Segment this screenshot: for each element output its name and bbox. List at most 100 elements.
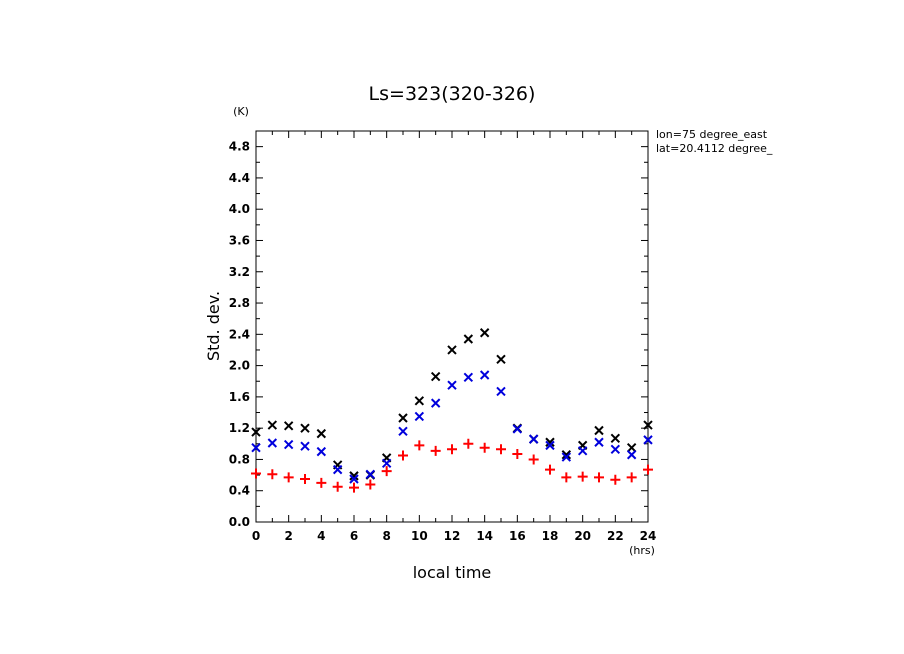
data-point-s2	[316, 477, 327, 488]
data-point-s2	[332, 481, 343, 492]
data-point-s2	[528, 454, 539, 465]
data-point-s2	[512, 448, 523, 459]
y-tick-label: 0.4	[229, 484, 250, 498]
data-point-s0	[430, 371, 441, 382]
data-point-s1	[300, 441, 310, 451]
x-tick-label: 0	[252, 529, 260, 543]
data-point-s0	[610, 433, 621, 444]
data-point-s0	[463, 334, 474, 344]
x-tick-label: 24	[640, 529, 657, 543]
data-point-s0	[447, 345, 457, 355]
y-tick-label: 2.0	[229, 359, 250, 373]
data-point-s2	[610, 474, 621, 485]
data-point-s2	[463, 438, 474, 449]
data-point-s1	[577, 446, 588, 456]
data-point-s1	[398, 426, 408, 436]
x-unit-label: (hrs)	[629, 544, 655, 557]
data-point-s2	[365, 479, 376, 490]
y-tick-label: 4.4	[229, 171, 250, 185]
data-point-s1	[447, 380, 457, 390]
y-axis-label: Std. dev.	[204, 291, 223, 361]
data-point-s1	[251, 443, 261, 453]
y-tick-label: 4.0	[229, 202, 250, 216]
data-point-s2	[398, 450, 408, 461]
data-point-s1	[414, 411, 425, 422]
data-point-s2	[349, 482, 359, 493]
info-line-lon: lon=75 degree_east	[656, 128, 768, 141]
x-tick-label: 10	[411, 529, 428, 543]
data-point-s0	[626, 443, 637, 453]
data-point-s0	[479, 328, 490, 338]
chart-title: Ls=323(320-326)	[369, 83, 536, 105]
data-point-s1	[267, 438, 278, 448]
data-point-s2	[447, 444, 457, 455]
y-tick-label: 2.8	[229, 296, 250, 310]
y-tick-label: 4.8	[229, 140, 250, 154]
data-point-s1	[561, 452, 572, 462]
data-point-s0	[496, 354, 506, 365]
data-point-s0	[643, 420, 653, 430]
x-tick-label: 4	[317, 529, 325, 543]
data-point-s1	[479, 370, 490, 380]
data-point-s1	[430, 398, 441, 408]
data-point-s0	[398, 413, 408, 423]
data-point-s1	[332, 464, 343, 475]
y-tick-label: 2.4	[229, 327, 250, 341]
data-point-s2	[283, 472, 294, 483]
data-point-s0	[561, 450, 572, 460]
x-tick-label: 18	[542, 529, 559, 543]
x-tick-label: 14	[476, 529, 493, 543]
data-point-s2	[496, 444, 506, 455]
plot-frame	[255, 130, 649, 523]
y-unit-label: (K)	[233, 105, 249, 118]
data-point-s2	[577, 471, 588, 482]
y-tick-label: 1.2	[229, 421, 250, 435]
data-point-s1	[381, 458, 392, 469]
data-point-s1	[594, 437, 604, 447]
data-point-s0	[316, 428, 327, 439]
x-tick-label: 8	[382, 529, 390, 543]
data-point-s1	[610, 444, 621, 454]
data-point-s2	[414, 440, 425, 451]
data-point-s1	[283, 439, 294, 450]
data-point-s1	[365, 469, 376, 480]
data-point-s0	[414, 396, 425, 406]
data-point-s2	[430, 445, 441, 456]
x-axis-label: local time	[413, 563, 492, 582]
data-point-s1	[545, 440, 555, 451]
data-point-s1	[316, 446, 327, 457]
data-point-s0	[545, 437, 555, 447]
info-line-lat: lat=20.4112 degree_	[656, 142, 773, 155]
x-tick-label: 2	[284, 529, 292, 543]
data-point-s2	[300, 473, 310, 484]
x-tick-label: 22	[607, 529, 624, 543]
y-tick-label: 0.0	[229, 515, 250, 529]
data-point-s2	[251, 468, 261, 479]
y-tick-label: 3.6	[229, 233, 250, 247]
data-point-s2	[561, 472, 572, 483]
data-point-s2	[626, 472, 637, 483]
x-tick-label: 6	[350, 529, 358, 543]
data-point-s2	[381, 466, 392, 477]
data-point-s1	[463, 372, 474, 383]
data-point-s1	[512, 424, 523, 434]
data-point-s0	[251, 427, 261, 437]
x-tick-label: 12	[444, 529, 461, 543]
data-point-s2	[479, 442, 490, 453]
data-point-s1	[626, 450, 637, 460]
data-point-s0	[594, 425, 604, 436]
data-point-s2	[545, 464, 555, 475]
data-point-s0	[283, 421, 294, 431]
data-points	[251, 328, 653, 493]
data-point-s0	[300, 423, 310, 433]
y-tick-label: 0.8	[229, 452, 250, 466]
data-point-s2	[643, 464, 653, 475]
data-point-s0	[267, 420, 278, 430]
x-tick-label: 20	[574, 529, 591, 543]
data-point-s1	[528, 434, 539, 444]
data-point-s2	[267, 469, 278, 480]
y-tick-label: 3.2	[229, 265, 250, 279]
data-point-s1	[349, 474, 359, 484]
data-point-s1	[643, 435, 653, 445]
